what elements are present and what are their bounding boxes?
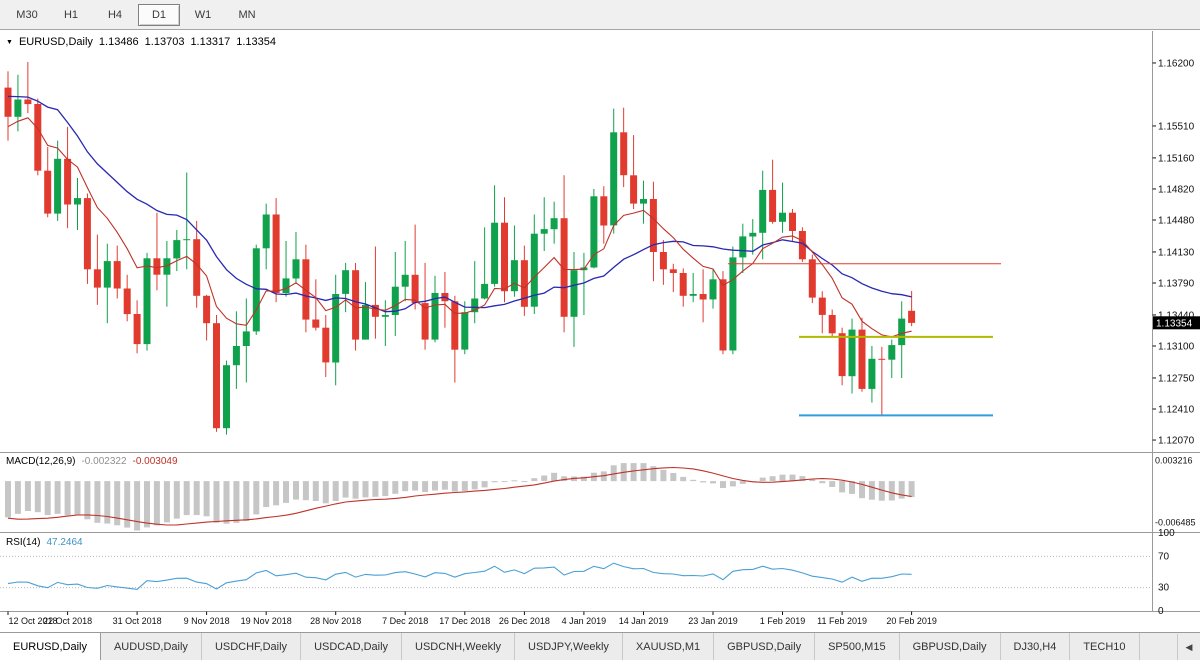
timeframe-d1-button[interactable]: D1 xyxy=(138,3,180,26)
svg-text:1 Feb 2019: 1 Feb 2019 xyxy=(760,616,806,626)
ohlc-open: 1.13486 xyxy=(98,36,139,48)
svg-text:11 Feb 2019: 11 Feb 2019 xyxy=(817,616,867,626)
svg-text:1.15160: 1.15160 xyxy=(1158,153,1195,164)
chart-tab[interactable]: GBPUSD,Daily xyxy=(714,633,816,660)
ohlc-low: 1.13317 xyxy=(190,36,231,48)
svg-text:1.13354: 1.13354 xyxy=(1156,318,1193,329)
svg-text:7 Dec 2018: 7 Dec 2018 xyxy=(382,616,428,626)
rsi-axis: 100 70 30 0 xyxy=(1158,528,1175,617)
svg-text:1.13440: 1.13440 xyxy=(1158,310,1195,321)
svg-text:23 Jan 2019: 23 Jan 2019 xyxy=(688,616,738,626)
macd-signal-value: -0.003049 xyxy=(132,456,178,467)
chart-tab[interactable]: DJ30,H4 xyxy=(1000,633,1071,660)
symbol-label: EURUSD,Daily xyxy=(18,36,93,48)
current-price-badge: 1.13354 xyxy=(1153,316,1200,330)
svg-text:1.15510: 1.15510 xyxy=(1158,121,1195,132)
chart-tab[interactable]: TECH10 xyxy=(1070,633,1140,660)
horizontal-line-objects[interactable] xyxy=(728,263,1001,417)
tab-scroll-left-button[interactable]: ◀ xyxy=(1177,634,1200,660)
svg-text:1.14130: 1.14130 xyxy=(1158,247,1195,258)
rsi-line xyxy=(7,562,912,590)
rsi-panel xyxy=(0,555,1152,590)
svg-text:1.14480: 1.14480 xyxy=(1158,216,1195,227)
timeframe-m30-button[interactable]: M30 xyxy=(16,8,38,21)
ohlc-high: 1.13703 xyxy=(144,36,185,48)
svg-text:12 Oct 2018: 12 Oct 2018 xyxy=(8,616,57,626)
ohlc-close: 1.13354 xyxy=(236,36,276,48)
svg-text:30: 30 xyxy=(1158,583,1170,594)
chart-tab[interactable]: GBPUSD,Daily xyxy=(899,633,1001,660)
macd-panel xyxy=(5,463,915,531)
moving-averages xyxy=(7,95,912,338)
ma-slow-line xyxy=(7,95,912,313)
svg-text:20 Feb 2019: 20 Feb 2019 xyxy=(886,616,937,626)
chart-title: ▼ EURUSD,Daily 1.13486 1.13703 1.13317 1… xyxy=(6,36,276,48)
macd-signal-line xyxy=(7,466,912,526)
macd-indicator-label: MACD(12,26,9) -0.002322 -0.003049 xyxy=(6,456,178,467)
svg-text:14 Jan 2019: 14 Jan 2019 xyxy=(619,616,669,626)
svg-text:100: 100 xyxy=(1158,528,1175,539)
svg-text:1.16200: 1.16200 xyxy=(1158,58,1195,69)
svg-text:1.12410: 1.12410 xyxy=(1158,405,1195,416)
rsi-indicator-label: RSI(14) 47.2464 xyxy=(6,537,83,548)
svg-text:0.003216: 0.003216 xyxy=(1155,456,1193,466)
macd-name: MACD(12,26,9) xyxy=(6,456,76,467)
svg-text:-0.006485: -0.006485 xyxy=(1155,518,1196,528)
timeframe-h1-button[interactable]: H1 xyxy=(63,8,79,21)
timeframe-toolbar: M30 H1 H4 D1 W1 MN xyxy=(0,0,1200,30)
macd-axis: 0.003216 -0.006485 xyxy=(1155,456,1196,528)
svg-text:28 Nov 2018: 28 Nov 2018 xyxy=(310,616,361,626)
chart-tab-bar: EURUSD,Daily AUDUSD,Daily USDCHF,Daily USDC… xyxy=(0,632,1200,660)
chart-tab[interactable]: USDCAD,Daily xyxy=(301,633,403,660)
chart-tab[interactable]: USDCHF,Daily xyxy=(201,633,302,660)
rsi-name: RSI(14) xyxy=(6,537,41,548)
chart-tab[interactable]: AUDUSD,Daily xyxy=(100,633,202,660)
svg-text:1.13790: 1.13790 xyxy=(1158,279,1195,290)
svg-text:0: 0 xyxy=(1158,606,1164,617)
timeframe-h4-button[interactable]: H4 xyxy=(107,8,123,21)
svg-text:1.12750: 1.12750 xyxy=(1158,373,1195,384)
macd-value: -0.002322 xyxy=(81,456,127,467)
chart-tab[interactable]: XAUUSD,M1 xyxy=(622,633,715,660)
chart-tab[interactable]: SP500,M15 xyxy=(815,633,900,660)
svg-text:1.14820: 1.14820 xyxy=(1158,184,1195,195)
rsi-value: 47.2464 xyxy=(46,537,83,548)
ma-fast-line xyxy=(7,117,912,338)
chart-tab[interactable]: EURUSD,Daily xyxy=(0,633,101,660)
svg-text:22 Oct 2018: 22 Oct 2018 xyxy=(43,616,92,626)
svg-text:1.12070: 1.12070 xyxy=(1158,436,1195,447)
svg-text:9 Nov 2018: 9 Nov 2018 xyxy=(184,616,230,626)
svg-text:26 Dec 2018: 26 Dec 2018 xyxy=(499,616,550,626)
panel-borders xyxy=(0,31,1200,612)
svg-text:4 Jan 2019: 4 Jan 2019 xyxy=(562,616,607,626)
timeframe-mn-button[interactable]: MN xyxy=(238,8,256,21)
candlesticks xyxy=(4,62,916,435)
svg-text:31 Oct 2018: 31 Oct 2018 xyxy=(113,616,162,626)
svg-text:17 Dec 2018: 17 Dec 2018 xyxy=(439,616,490,626)
price-axis[interactable]: 1.16200 1.15510 1.15160 1.14820 1.14480 1.141… xyxy=(1152,58,1195,447)
svg-text:1.13100: 1.13100 xyxy=(1158,342,1195,353)
chart-menu-arrow-icon[interactable]: ▼ xyxy=(6,38,13,46)
svg-text:19 Nov 2018: 19 Nov 2018 xyxy=(241,616,292,626)
chart-tab[interactable]: USDCNH,Weekly xyxy=(402,633,516,660)
svg-text:70: 70 xyxy=(1158,551,1170,562)
chart-tab[interactable]: USDJPY,Weekly xyxy=(515,633,623,660)
timeframe-w1-button[interactable]: W1 xyxy=(194,8,212,21)
